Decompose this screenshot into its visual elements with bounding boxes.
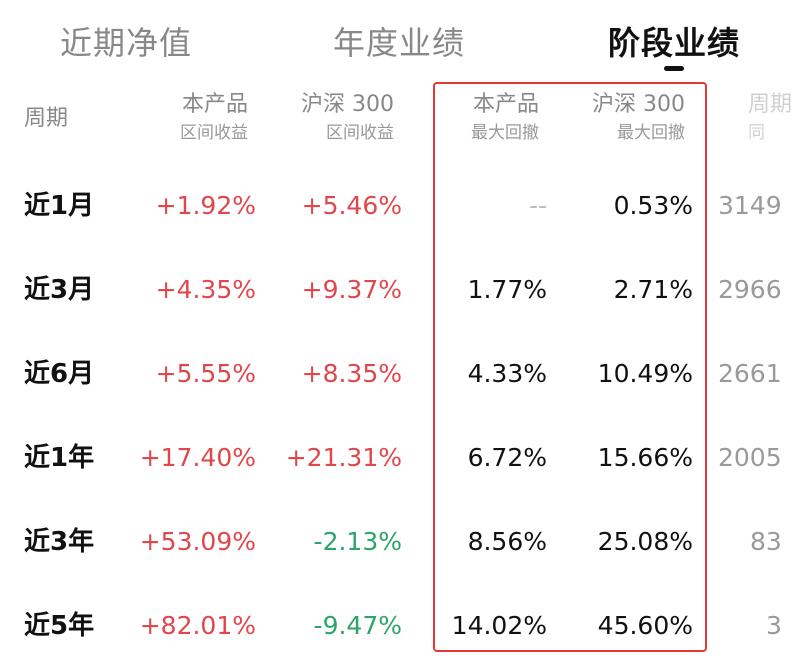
tab-stage-performance[interactable]: 阶段业绩 <box>608 24 741 62</box>
tab-recent-nav[interactable]: 近期净值 <box>60 24 193 62</box>
product-drawdown-cell: 14.02% <box>451 611 547 640</box>
period-cell: 近1月 <box>24 191 95 221</box>
index-drawdown-cell: 2.71% <box>613 275 693 304</box>
rank-partial-cell: 3 <box>766 611 782 640</box>
product-drawdown-cell: 1.77% <box>467 275 547 304</box>
header-product-drawdown-line1: 本产品 <box>472 92 539 117</box>
index-drawdown-cell: 15.66% <box>597 443 693 472</box>
active-tab-indicator <box>664 66 684 71</box>
header-product-return[interactable]: 本产品 区间收益 <box>180 90 248 146</box>
header-index-drawdown-line1: 沪深 300 <box>592 92 685 117</box>
product-return-cell: +4.35% <box>155 275 256 304</box>
period-cell: 近1年 <box>24 443 95 473</box>
header-period-label: 周期 <box>24 106 69 131</box>
header-period: 周期 <box>24 104 68 134</box>
index-return-cell: +21.31% <box>285 443 402 472</box>
table-row: 近1年 +17.40% +21.31% 6.72% 15.66% 2005 <box>0 416 805 500</box>
index-drawdown-cell: 0.53% <box>613 191 693 220</box>
period-cell: 近3月 <box>24 275 95 305</box>
product-drawdown-cell: 6.72% <box>467 443 547 472</box>
header-index-return-line2: 区间收益 <box>326 123 394 143</box>
product-drawdown-cell: -- <box>528 191 547 220</box>
index-return-cell: +8.35% <box>301 359 402 388</box>
header-index-return-line1: 沪深 300 <box>301 92 394 117</box>
product-drawdown-cell: 4.33% <box>467 359 547 388</box>
header-index-drawdown[interactable]: 沪深 300 最大回撤 <box>592 90 685 146</box>
header-product-return-line1: 本产品 <box>181 92 248 117</box>
header-rank-partial-line1: 周期 <box>748 92 793 117</box>
header-rank-partial[interactable]: 周期 同 <box>748 90 792 146</box>
rank-partial-cell: 83 <box>750 527 782 556</box>
table-row: 近6月 +5.55% +8.35% 4.33% 10.49% 2661 <box>0 332 805 416</box>
header-product-return-line2: 区间收益 <box>180 123 248 143</box>
tab-annual-performance[interactable]: 年度业绩 <box>333 24 466 62</box>
product-return-cell: +5.55% <box>155 359 256 388</box>
index-drawdown-cell: 10.49% <box>597 359 693 388</box>
rank-partial-cell: 2005 <box>718 443 782 472</box>
product-drawdown-cell: 8.56% <box>467 527 547 556</box>
header-product-drawdown[interactable]: 本产品 最大回撤 <box>471 90 539 146</box>
product-return-cell: +1.92% <box>155 191 256 220</box>
period-cell: 近3年 <box>24 527 95 557</box>
index-return-cell: +5.46% <box>301 191 402 220</box>
index-drawdown-cell: 25.08% <box>597 527 693 556</box>
header-rank-partial-line2: 同 <box>748 123 765 143</box>
index-return-cell: +9.37% <box>301 275 402 304</box>
table-row: 近3年 +53.09% -2.13% 8.56% 25.08% 83 <box>0 500 805 584</box>
period-cell: 近5年 <box>24 611 95 641</box>
product-return-cell: +17.40% <box>139 443 256 472</box>
index-return-cell: -2.13% <box>313 527 402 556</box>
rank-partial-cell: 2966 <box>718 275 782 304</box>
drawdown-highlight-box <box>433 82 707 652</box>
header-index-drawdown-line2: 最大回撤 <box>617 123 685 143</box>
header-product-drawdown-line2: 最大回撤 <box>471 123 539 143</box>
product-return-cell: +53.09% <box>139 527 256 556</box>
table-row: 近5年 +82.01% -9.47% 14.02% 45.60% 3 <box>0 584 805 668</box>
table-row: 近1月 +1.92% +5.46% -- 0.53% 3149 <box>0 164 805 248</box>
index-drawdown-cell: 45.60% <box>597 611 693 640</box>
tab-bar: 近期净值 年度业绩 阶段业绩 <box>0 0 805 82</box>
period-cell: 近6月 <box>24 359 95 389</box>
rank-partial-cell: 3149 <box>718 191 782 220</box>
product-return-cell: +82.01% <box>139 611 256 640</box>
table-row: 近3月 +4.35% +9.37% 1.77% 2.71% 2966 <box>0 248 805 332</box>
header-index-return[interactable]: 沪深 300 区间收益 <box>301 90 394 146</box>
index-return-cell: -9.47% <box>313 611 402 640</box>
rank-partial-cell: 2661 <box>718 359 782 388</box>
